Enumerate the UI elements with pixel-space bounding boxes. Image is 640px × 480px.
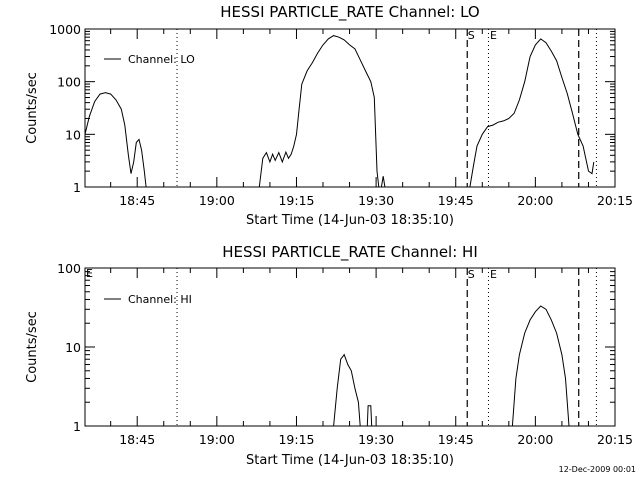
- p1-series-line: [469, 38, 595, 188]
- p1-xtick-label: 20:00: [517, 193, 553, 208]
- p1-title: HESSI PARTICLE_RATE Channel: LO: [220, 3, 479, 22]
- p2-axis-box: [84, 267, 616, 427]
- p1-xtick-label: 19:15: [278, 193, 314, 208]
- p2-xtick-label: 19:15: [278, 432, 314, 447]
- p2-xtick-label: 19:00: [199, 432, 235, 447]
- p2-ytick-label: 100: [57, 261, 81, 276]
- p1-ytick-label: 10: [65, 127, 81, 142]
- p2-ytick-label: 1: [73, 419, 81, 434]
- p2-marker-label: E: [490, 268, 497, 281]
- p1-legend-label: Channel: LO: [128, 53, 195, 66]
- p1-xtick-label: 18:45: [119, 193, 155, 208]
- p2-xtick-label: 19:45: [438, 432, 474, 447]
- p1-series-line: [84, 92, 147, 188]
- p2-ylabel: Counts/sec: [25, 311, 40, 383]
- p2-xtick-label: 19:30: [358, 432, 394, 447]
- p2-xtick-label: 18:45: [119, 432, 155, 447]
- p1-xtick-label: 20:15: [597, 193, 633, 208]
- p1-xlabel: Start Time (14-Jun-03 18:35:10): [246, 213, 454, 228]
- p2-marker-label: S: [468, 268, 475, 281]
- p2-series-line: [366, 405, 373, 427]
- p2-series-line: [333, 353, 361, 427]
- p1-marker-label: S: [468, 29, 475, 42]
- p1-xtick-label: 19:30: [358, 193, 394, 208]
- p1-series-line: [380, 176, 386, 188]
- p1-ytick-label: 100: [57, 75, 81, 90]
- p2-legend-label: Channel: HI: [128, 293, 192, 306]
- p2-title: HESSI PARTICLE_RATE Channel: HI: [222, 243, 478, 262]
- p2-xtick-label: 20:15: [597, 432, 633, 447]
- p2-xtick-label: 20:00: [517, 432, 553, 447]
- p1-xtick-label: 19:45: [438, 193, 474, 208]
- p2-ytick-label: 10: [65, 340, 81, 355]
- p1-ytick-label: 1: [73, 180, 81, 195]
- p2-edge-label: E: [86, 267, 93, 280]
- p1-marker-label: E: [490, 29, 497, 42]
- p2-series-line: [511, 305, 570, 427]
- p1-xtick-label: 19:00: [199, 193, 235, 208]
- footer-timestamp: 12-Dec-2009 00:01: [558, 465, 636, 474]
- p2-xlabel: Start Time (14-Jun-03 18:35:10): [246, 453, 454, 468]
- p1-series-line: [258, 35, 380, 188]
- p1-ylabel: Counts/sec: [25, 72, 40, 144]
- p1-ytick-label: 1000: [49, 22, 81, 37]
